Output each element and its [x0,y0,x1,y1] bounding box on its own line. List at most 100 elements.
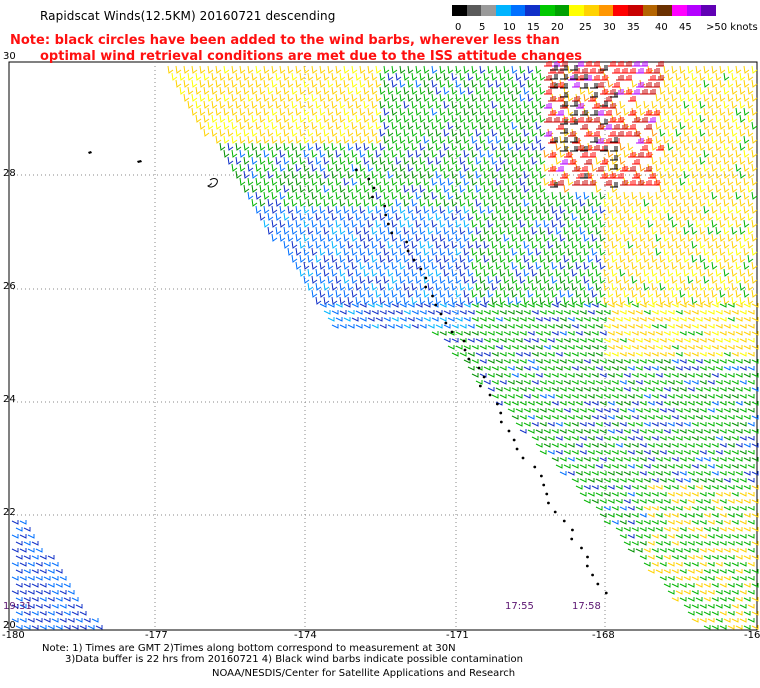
wind-barb [651,296,658,305]
wind-barb [415,79,422,88]
wind-barb [251,86,258,95]
wind-barb [331,282,338,291]
wind-barb [691,86,698,95]
wind-barb [539,436,547,441]
wind-barb [443,324,451,329]
wind-barb [555,240,562,249]
wind-barb [187,72,194,81]
legend-label: 45 [679,22,692,33]
wind-barb [463,247,470,256]
wind-barb [711,499,719,504]
wind-barb [675,422,683,427]
wind-barb [731,142,738,151]
wind-barb [691,422,699,427]
wind-barb [659,100,666,109]
wind-barb [683,366,691,371]
contamination-dot [545,492,549,496]
wind-barb [603,268,610,277]
wind-barb [291,226,298,235]
wind-barb [711,443,719,448]
wind-barb [559,205,566,214]
wind-barb [511,261,518,270]
wind-barb [535,275,542,284]
wind-barb [535,177,542,186]
wind-barb [703,135,710,144]
wind-barb [387,310,395,315]
wind-barb [607,289,614,298]
wind-barb [747,450,755,455]
wind-barb [539,394,547,399]
wind-barb [387,184,394,193]
wind-barb [511,247,518,256]
wind-barb [459,170,466,179]
wind-barb [359,121,366,130]
wind-barb [291,170,298,179]
wind-barb [459,352,467,357]
wind-barb [731,562,739,567]
wind-barb [319,275,326,284]
wind-barb [411,240,418,249]
wind-barb [511,387,519,392]
wind-barb [715,450,723,455]
wind-barb [639,499,647,504]
wind-barb [731,380,739,385]
wind-barb [739,128,746,137]
wind-barb [471,107,478,116]
wind-barb [527,345,535,350]
wind-barb [347,170,354,179]
wind-barb [699,184,706,193]
wind-barb [443,282,450,291]
wind-barb [719,359,727,364]
wind-barb [255,107,262,116]
wind-barb [539,198,546,207]
wind-barb [715,478,723,483]
wind-barb [631,387,639,392]
wind-barb [395,310,403,315]
wind-barb [283,240,290,249]
wind-barb [535,317,543,322]
wind-barb [555,310,563,315]
wind-barb [647,373,655,378]
wind-barb [615,275,622,284]
wind-barb [687,275,694,284]
wind-barb [667,282,674,291]
wind-barb [643,100,650,109]
wind-barb [675,408,683,413]
wind-barb [679,65,686,74]
wind-barb [559,457,567,462]
wind-barb [603,198,610,207]
wind-barb [395,100,402,109]
wind-barb [531,436,539,441]
wind-barb [387,282,394,291]
wind-barb [483,296,490,305]
wind-barb [667,240,674,249]
wind-barb [379,198,386,207]
wind-barb [723,590,731,595]
wind-barb [383,191,390,200]
wind-barb [463,149,470,158]
wind-barb [503,177,510,186]
wind-barb [455,345,463,350]
wind-barb [647,457,655,462]
wind-barb [747,310,755,315]
wind-barb [631,289,638,298]
wind-barb [683,184,690,193]
wind-barb [495,359,503,364]
wind-barb [515,394,523,399]
wind-barb [543,429,551,434]
wind-barb [439,331,447,336]
wind-barb [743,107,750,116]
wind-barb [719,345,727,350]
wind-barb [427,212,434,221]
wind-barb [632,89,640,95]
wind-barb [179,86,186,95]
wind-barb [455,79,462,88]
wind-barb [491,100,498,109]
contamination-dot [372,186,376,190]
wind-barb [663,359,671,364]
wind-barb [303,219,310,228]
wind-barb [675,324,683,329]
wind-barb [431,135,438,144]
wind-barb [379,128,386,137]
wind-barb [475,170,482,179]
